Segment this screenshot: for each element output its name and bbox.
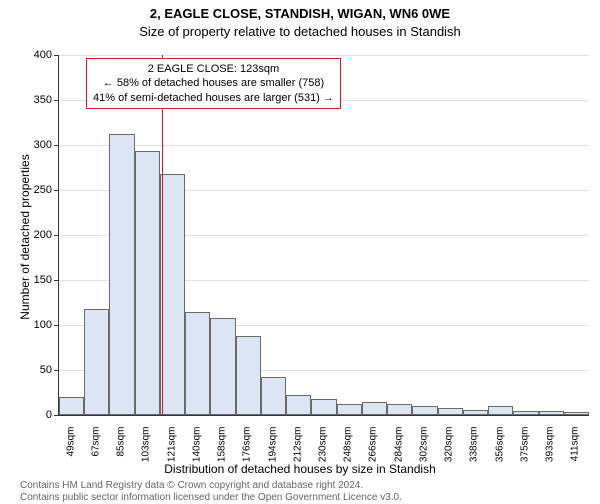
x-tick-label: 411sqm (570, 427, 581, 477)
y-tick-mark (54, 280, 58, 281)
x-tick-label: 49sqm (65, 427, 76, 477)
histogram-bar (337, 404, 362, 415)
x-tick-label: 248sqm (343, 427, 354, 477)
x-tick-label: 320sqm (444, 427, 455, 477)
y-tick-mark (54, 370, 58, 371)
histogram-bar (210, 318, 235, 415)
x-tick-label: 67sqm (90, 427, 101, 477)
histogram-bar (463, 410, 488, 415)
x-tick-label: 158sqm (217, 427, 228, 477)
y-tick-mark (54, 100, 58, 101)
x-tick-label: 194sqm (267, 427, 278, 477)
histogram-bar (539, 411, 564, 415)
x-tick-label: 356sqm (494, 427, 505, 477)
gridline (59, 145, 589, 146)
histogram-bar (59, 397, 84, 415)
y-tick-mark (54, 55, 58, 56)
histogram-bar (387, 404, 412, 415)
y-tick-mark (54, 235, 58, 236)
y-tick-mark (54, 325, 58, 326)
x-tick-label: 284sqm (393, 427, 404, 477)
x-tick-label: 266sqm (368, 427, 379, 477)
property-callout: 2 EAGLE CLOSE: 123sqm← 58% of detached h… (86, 58, 341, 109)
y-tick-mark (54, 415, 58, 416)
histogram-bar (261, 377, 286, 415)
y-tick-mark (54, 190, 58, 191)
address-title: 2, EAGLE CLOSE, STANDISH, WIGAN, WN6 0WE (0, 6, 600, 21)
x-tick-label: 121sqm (166, 427, 177, 477)
histogram-bar (160, 174, 185, 415)
histogram-bar (84, 309, 109, 415)
x-tick-label: 230sqm (318, 427, 329, 477)
histogram-bar (185, 312, 210, 416)
attribution-line-2: Contains public sector information licen… (20, 492, 402, 504)
y-tick-label: 400 (12, 49, 52, 61)
histogram-bar (286, 395, 311, 415)
histogram-bar (311, 399, 336, 415)
x-tick-label: 302sqm (418, 427, 429, 477)
y-tick-label: 200 (12, 229, 52, 241)
callout-line-3: 41% of semi-detached houses are larger (… (93, 91, 334, 105)
chart-subtitle: Size of property relative to detached ho… (0, 24, 600, 39)
histogram-bar (109, 134, 134, 415)
histogram-bar (135, 151, 160, 415)
y-tick-label: 50 (12, 364, 52, 376)
attribution-line-1: Contains HM Land Registry data © Crown c… (20, 480, 363, 492)
gridline (59, 55, 589, 56)
x-tick-label: 375sqm (519, 427, 530, 477)
histogram-bar (564, 412, 589, 415)
y-tick-label: 350 (12, 94, 52, 106)
callout-line-1: 2 EAGLE CLOSE: 123sqm (93, 62, 334, 76)
y-tick-label: 150 (12, 274, 52, 286)
x-tick-label: 176sqm (242, 427, 253, 477)
histogram-bar (488, 406, 513, 415)
x-tick-label: 85sqm (116, 427, 127, 477)
y-tick-label: 300 (12, 139, 52, 151)
callout-line-2: ← 58% of detached houses are smaller (75… (93, 76, 334, 90)
histogram-bar (362, 402, 387, 416)
histogram-bar (513, 411, 538, 416)
y-tick-mark (54, 145, 58, 146)
histogram-bar (236, 336, 261, 415)
histogram-bar (412, 406, 437, 415)
y-tick-label: 0 (12, 409, 52, 421)
y-tick-label: 100 (12, 319, 52, 331)
x-tick-label: 393sqm (545, 427, 556, 477)
histogram-chart (58, 55, 589, 416)
x-tick-label: 338sqm (469, 427, 480, 477)
x-tick-label: 212sqm (292, 427, 303, 477)
x-tick-label: 103sqm (141, 427, 152, 477)
property-marker-line (162, 55, 163, 415)
x-tick-label: 140sqm (191, 427, 202, 477)
y-tick-label: 250 (12, 184, 52, 196)
histogram-bar (438, 408, 463, 415)
